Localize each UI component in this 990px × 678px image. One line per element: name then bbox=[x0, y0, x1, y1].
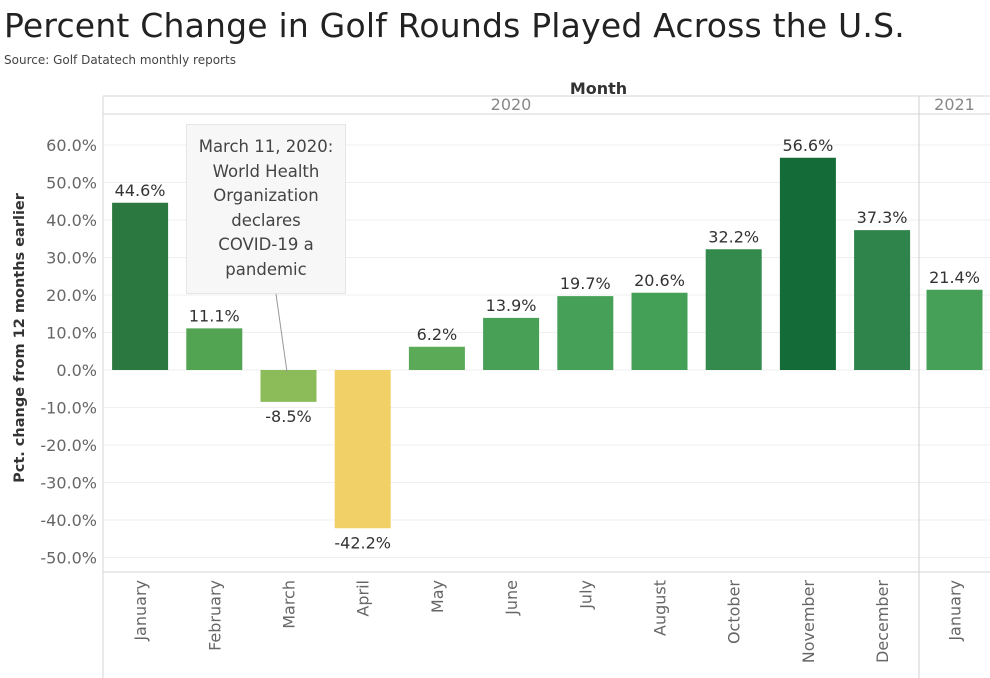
bar-november bbox=[779, 157, 836, 370]
x-tick-label: February bbox=[205, 580, 224, 651]
value-label: 20.6% bbox=[634, 271, 685, 290]
x-axis-title: Month bbox=[570, 79, 627, 98]
y-tick-label: -10.0% bbox=[40, 399, 97, 418]
bar-january bbox=[112, 202, 169, 370]
y-tick-label: -40.0% bbox=[40, 511, 97, 530]
y-tick-label: 30.0% bbox=[46, 249, 97, 268]
value-label: 56.6% bbox=[782, 136, 833, 155]
y-tick-label: 50.0% bbox=[46, 174, 97, 193]
bar-august bbox=[631, 292, 688, 370]
bar-june bbox=[483, 317, 540, 370]
x-tick-label: April bbox=[354, 580, 373, 617]
year-header-2020: 2020 bbox=[491, 95, 532, 114]
covid-annotation: March 11, 2020: World Health Organizatio… bbox=[186, 124, 346, 294]
value-label: 32.2% bbox=[708, 227, 759, 246]
x-tick-label: May bbox=[428, 580, 447, 613]
value-label: 21.4% bbox=[929, 268, 980, 287]
annotation-pointer bbox=[275, 293, 288, 373]
bar-december bbox=[854, 230, 911, 370]
value-label: 19.7% bbox=[560, 274, 611, 293]
bar-july bbox=[557, 296, 614, 370]
year-header-2021: 2021 bbox=[934, 95, 975, 114]
value-label: -42.2% bbox=[334, 533, 391, 552]
chart-title: Percent Change in Golf Rounds Played Acr… bbox=[4, 6, 905, 45]
value-label: 11.1% bbox=[189, 306, 240, 325]
bar-march bbox=[260, 370, 317, 402]
value-label: 37.3% bbox=[857, 208, 908, 227]
value-label: 44.6% bbox=[115, 181, 166, 200]
value-label: 6.2% bbox=[417, 325, 458, 344]
x-tick-label: December bbox=[873, 580, 892, 663]
x-tick-label: January bbox=[946, 580, 965, 642]
chart-source: Source: Golf Datatech monthly reports bbox=[4, 53, 236, 67]
value-label: 13.9% bbox=[486, 296, 537, 315]
bar-october bbox=[705, 249, 762, 370]
y-tick-label: 20.0% bbox=[46, 286, 97, 305]
y-tick-label: -50.0% bbox=[40, 549, 97, 568]
y-tick-label: -30.0% bbox=[40, 474, 97, 493]
value-label: -8.5% bbox=[265, 407, 311, 426]
bar-may bbox=[408, 346, 465, 370]
x-tick-label: March bbox=[280, 580, 299, 629]
x-tick-label: July bbox=[576, 580, 595, 610]
x-tick-label: August bbox=[651, 580, 670, 636]
bar-february bbox=[186, 328, 243, 370]
bar-january bbox=[926, 289, 983, 370]
x-tick-label: June bbox=[502, 580, 521, 616]
y-tick-label: 40.0% bbox=[46, 211, 97, 230]
y-tick-label: -20.0% bbox=[40, 436, 97, 455]
y-tick-label: 0.0% bbox=[56, 361, 97, 380]
x-tick-label: January bbox=[131, 580, 150, 642]
bar-april bbox=[334, 370, 391, 529]
y-tick-label: 10.0% bbox=[46, 324, 97, 343]
y-tick-label: 60.0% bbox=[46, 136, 97, 155]
x-tick-label: October bbox=[725, 580, 744, 644]
y-axis-title: Pct. change from 12 months earlier bbox=[12, 192, 28, 483]
x-tick-label: November bbox=[799, 580, 818, 664]
